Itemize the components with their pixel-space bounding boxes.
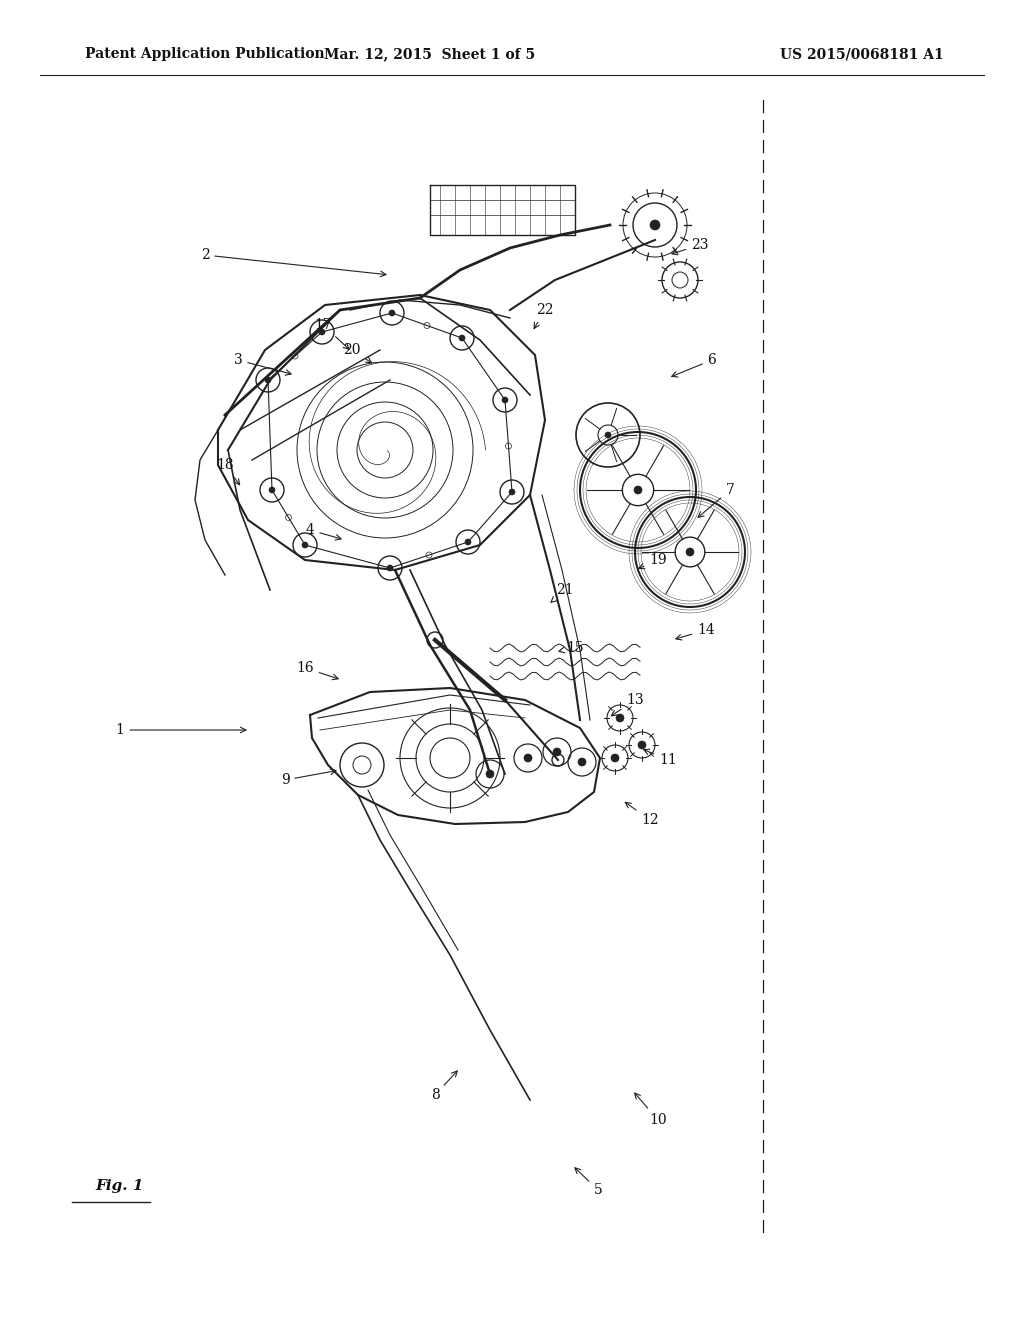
- Text: 13: 13: [611, 693, 644, 715]
- Text: 21: 21: [551, 583, 573, 602]
- Circle shape: [578, 758, 586, 766]
- Circle shape: [553, 748, 561, 756]
- Text: 5: 5: [574, 1168, 602, 1197]
- Circle shape: [302, 543, 308, 548]
- Circle shape: [509, 488, 515, 495]
- Text: 17: 17: [314, 318, 349, 350]
- Text: 4: 4: [305, 523, 341, 540]
- Circle shape: [486, 770, 494, 777]
- Text: 7: 7: [698, 483, 734, 517]
- Text: 23: 23: [672, 238, 709, 255]
- Circle shape: [319, 329, 325, 335]
- Circle shape: [502, 397, 508, 403]
- Circle shape: [524, 754, 532, 762]
- Text: 11: 11: [644, 750, 677, 767]
- Text: 9: 9: [281, 770, 336, 787]
- Circle shape: [265, 378, 271, 383]
- Text: 18: 18: [216, 458, 240, 484]
- Circle shape: [389, 310, 395, 315]
- Circle shape: [611, 754, 618, 762]
- Circle shape: [269, 487, 275, 492]
- Circle shape: [465, 539, 471, 545]
- Text: Mar. 12, 2015  Sheet 1 of 5: Mar. 12, 2015 Sheet 1 of 5: [325, 48, 536, 61]
- Circle shape: [634, 486, 642, 494]
- Text: 2: 2: [201, 248, 386, 277]
- Text: US 2015/0068181 A1: US 2015/0068181 A1: [780, 48, 944, 61]
- Circle shape: [605, 432, 611, 438]
- Text: 19: 19: [639, 553, 667, 569]
- Text: 10: 10: [635, 1093, 667, 1127]
- Circle shape: [686, 548, 694, 556]
- Circle shape: [459, 335, 465, 341]
- Text: 14: 14: [676, 623, 715, 640]
- Text: 22: 22: [535, 304, 554, 329]
- Text: 12: 12: [626, 803, 658, 828]
- Text: 6: 6: [672, 352, 717, 378]
- Text: 16: 16: [296, 661, 338, 680]
- Text: 15: 15: [559, 642, 584, 655]
- Text: 20: 20: [343, 343, 372, 363]
- Text: 3: 3: [233, 352, 291, 375]
- Circle shape: [638, 741, 646, 748]
- Circle shape: [650, 220, 660, 230]
- Circle shape: [387, 565, 393, 572]
- Text: Fig. 1: Fig. 1: [95, 1179, 143, 1193]
- Text: 8: 8: [431, 1071, 458, 1102]
- Text: Patent Application Publication: Patent Application Publication: [85, 48, 325, 61]
- Text: 1: 1: [116, 723, 246, 737]
- Circle shape: [616, 714, 624, 722]
